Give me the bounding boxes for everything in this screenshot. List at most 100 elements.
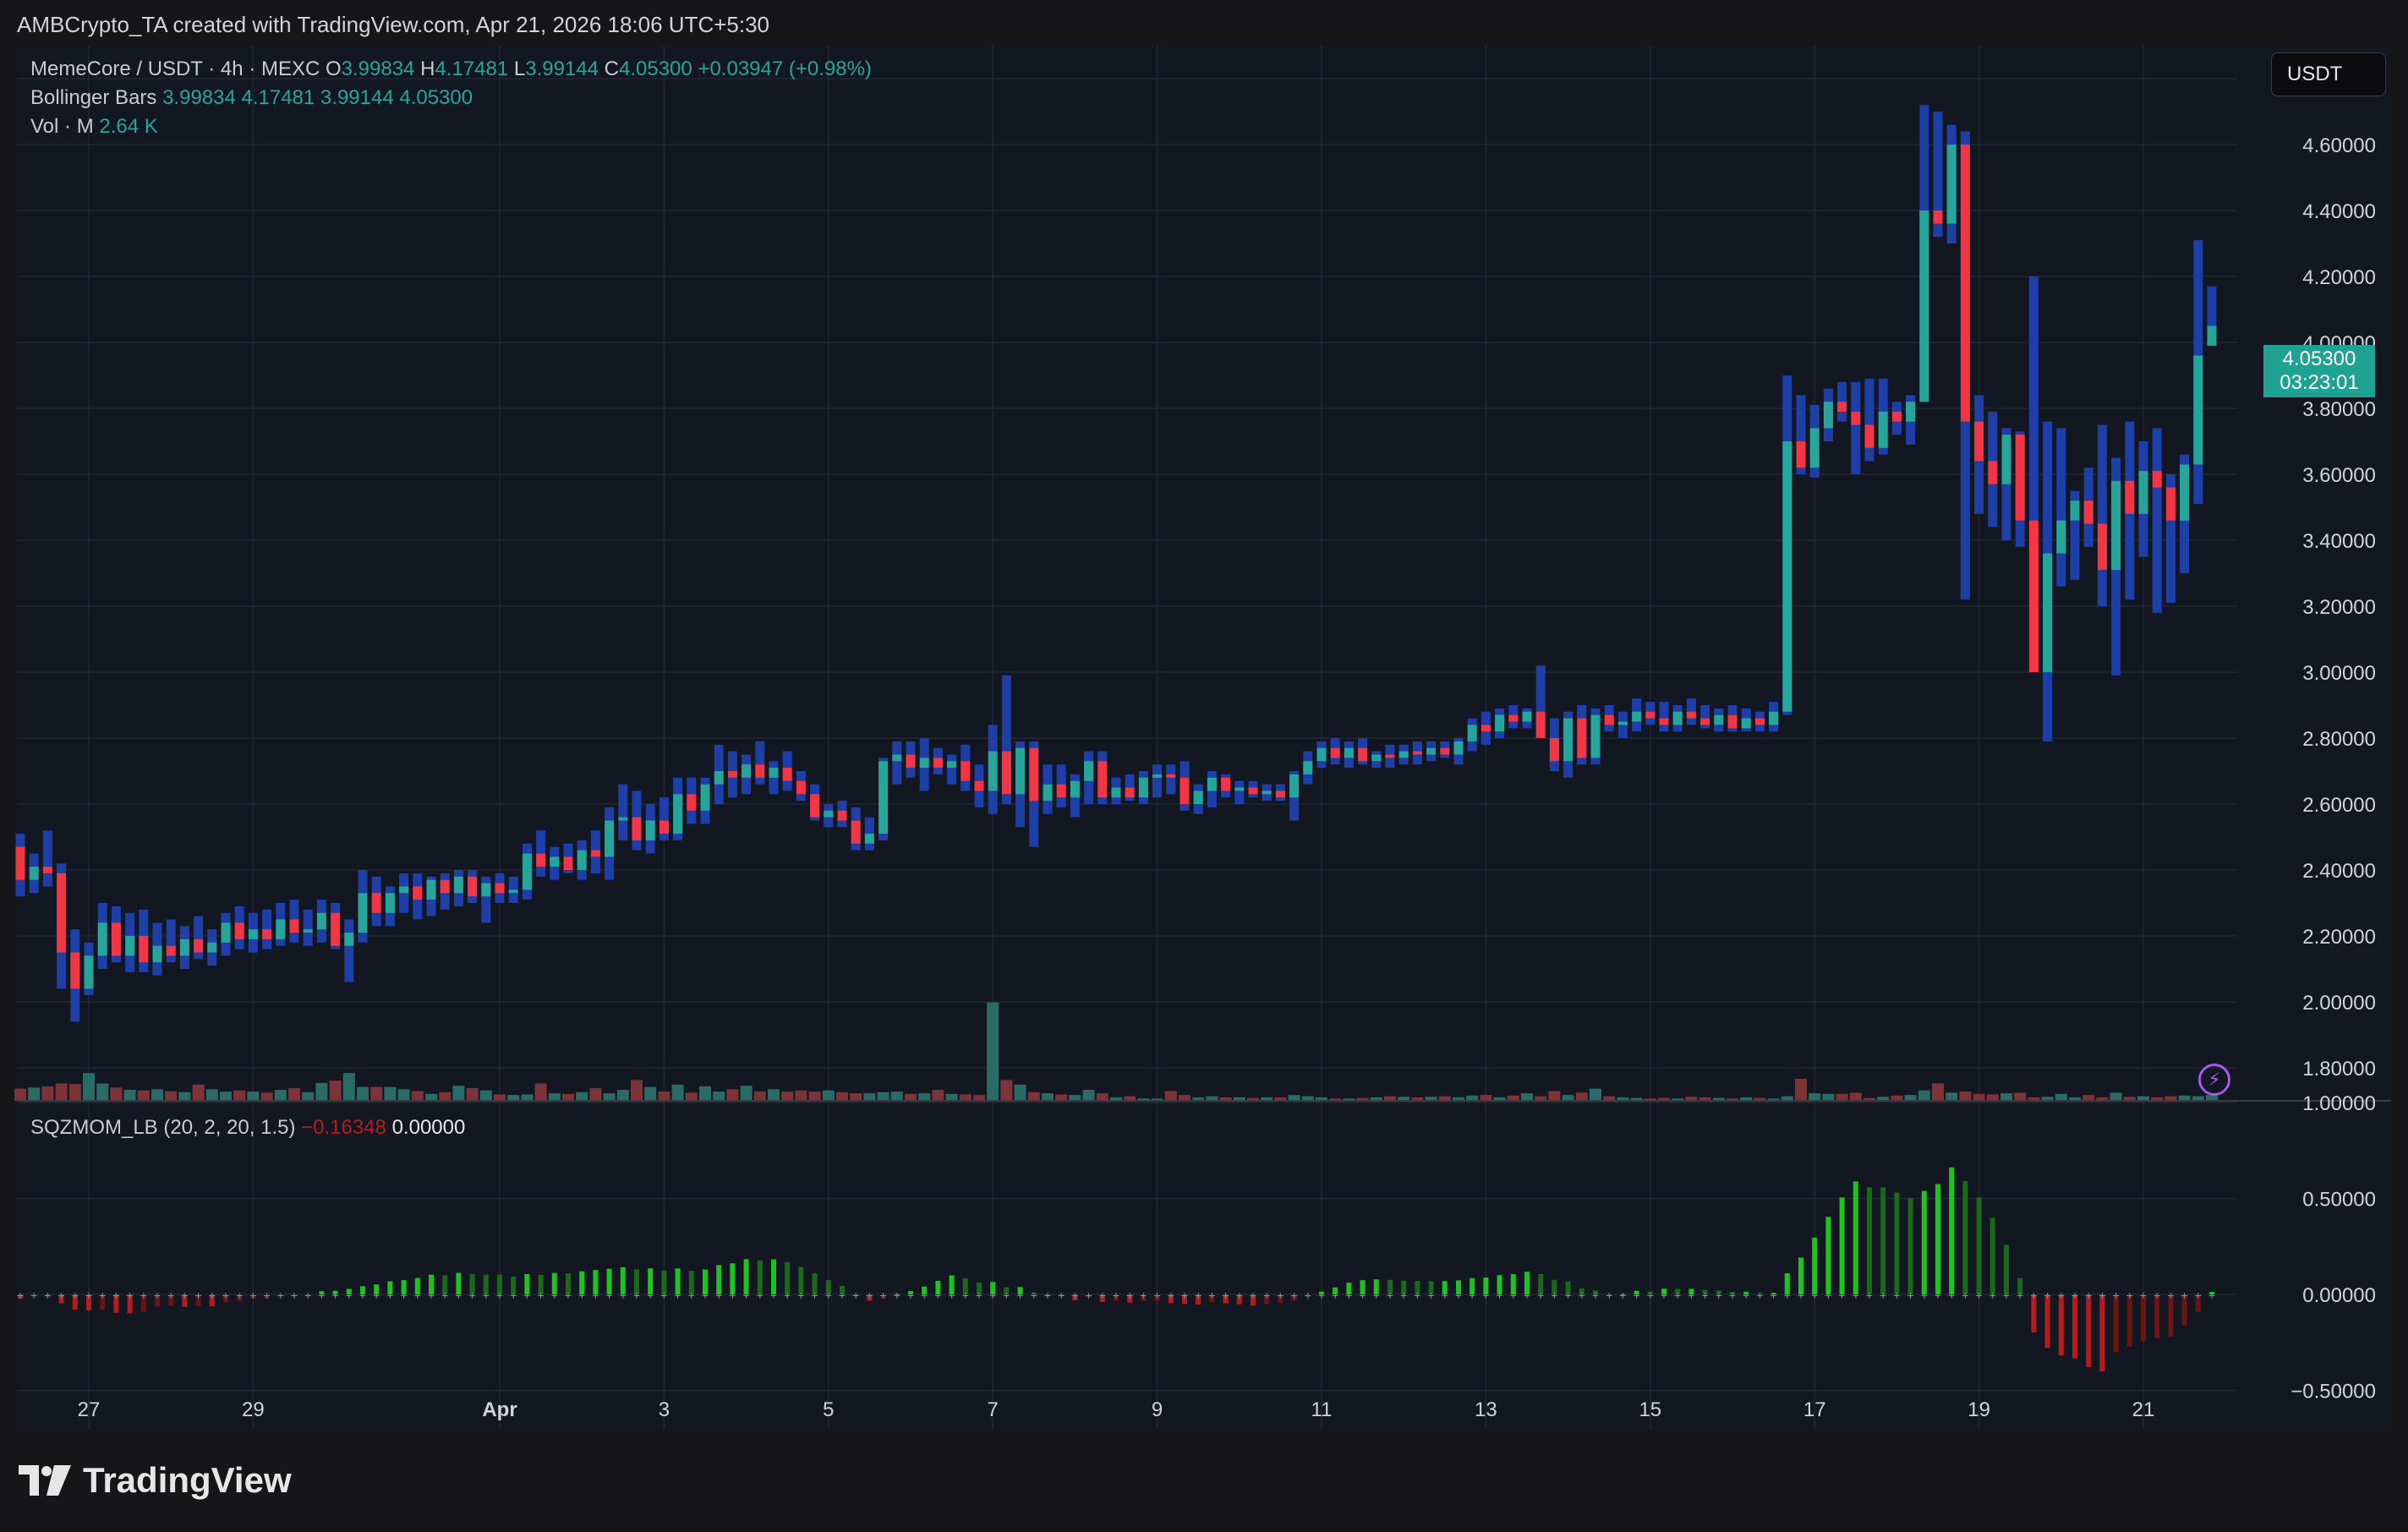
- volume-bar: [1480, 1095, 1492, 1101]
- squeeze-dot: +: [2099, 1289, 2105, 1302]
- volume-bar: [1822, 1093, 1835, 1101]
- volume-bar: [562, 1093, 574, 1101]
- candle-body: [70, 952, 80, 989]
- symbol-title[interactable]: MemeCore / USDT · 4h · MEXC: [30, 57, 320, 80]
- volume-bar: [589, 1087, 602, 1101]
- price-tick: 3.60000: [2302, 464, 2376, 487]
- momentum-bar: [1647, 1291, 1653, 1295]
- candle-body: [221, 922, 231, 943]
- candle-body: [1001, 751, 1011, 795]
- momentum-bar: [1798, 1257, 1803, 1295]
- squeeze-dot: +: [1497, 1289, 1503, 1302]
- volume-bar: [918, 1093, 931, 1101]
- candle-body: [207, 942, 217, 953]
- candle-body: [714, 771, 724, 785]
- volume-bar: [795, 1090, 807, 1101]
- squeeze-dot: +: [729, 1289, 736, 1302]
- volume-bar: [1959, 1092, 1972, 1101]
- squeeze-label[interactable]: SQZMOM_LB (20, 2, 20, 1.5): [30, 1116, 296, 1139]
- momentum-bar: [634, 1269, 639, 1295]
- momentum-bar: [1236, 1294, 1242, 1305]
- lightning-icon[interactable]: ⚡: [2198, 1064, 2230, 1096]
- candle-body: [1563, 718, 1573, 762]
- squeeze-dot: +: [1263, 1289, 1270, 1302]
- candle-body: [2056, 520, 2066, 554]
- momentum-bar: [1661, 1289, 1666, 1295]
- squeeze-dot: +: [1893, 1289, 1900, 1302]
- momentum-bar: [1675, 1289, 1681, 1295]
- candle-body: [1480, 725, 1491, 732]
- squeeze-dot: +: [154, 1289, 161, 1302]
- momentum-axis[interactable]: 1.00000 0.50000 0.00000 −0.50000: [2290, 1092, 2376, 1403]
- candle-body: [1960, 145, 1970, 422]
- volume-bar: [726, 1089, 739, 1101]
- momentum-bar: [757, 1260, 763, 1295]
- momentum-bar: [1072, 1294, 1078, 1300]
- bollinger-legend[interactable]: Bollinger Bars 3.99834 4.17481 3.99144 4…: [30, 86, 473, 110]
- momentum-bar: [264, 1294, 270, 1299]
- squeeze-dot: +: [1126, 1289, 1133, 1302]
- ohlc-legend[interactable]: MemeCore / USDT · 4h · MEXC O3.99834 H4.…: [30, 57, 872, 81]
- volume-bars: [14, 1002, 2218, 1101]
- momentum-bar: [812, 1273, 818, 1295]
- momentum-bar: [332, 1290, 338, 1295]
- candle-body: [139, 936, 149, 963]
- candle-body: [1727, 714, 1738, 729]
- time-axis[interactable]: 27 29 Apr 3 5 7 9 11 13 15 17 19 21: [78, 1398, 2155, 1421]
- tradingview-logo[interactable]: TradingView: [19, 1460, 292, 1501]
- volume-bar: [302, 1092, 315, 1101]
- volume-bar: [1575, 1092, 1588, 1101]
- volume-bar: [1164, 1091, 1177, 1101]
- volume-bar: [1973, 1093, 1985, 1101]
- momentum-bar: [825, 1280, 831, 1295]
- squeeze-dot: +: [1743, 1289, 1749, 1302]
- candle-body: [1440, 747, 1450, 755]
- volume-bar: [603, 1093, 616, 1101]
- momentum-bar: [675, 1268, 681, 1295]
- close-label: C: [604, 57, 619, 80]
- squeeze-dot: +: [715, 1289, 722, 1302]
- momentum-bar: [2058, 1294, 2064, 1356]
- momentum-bar: [469, 1273, 475, 1295]
- momentum-bar: [237, 1294, 243, 1302]
- volume-label[interactable]: Vol · M: [30, 115, 94, 138]
- candle-body: [673, 794, 683, 834]
- squeeze-dot: +: [2113, 1289, 2120, 1302]
- time-tick: 17: [1803, 1398, 1826, 1421]
- momentum-bar: [730, 1263, 736, 1295]
- candle-body: [316, 912, 326, 930]
- squeeze-dot: +: [1373, 1289, 1380, 1302]
- bollinger-label[interactable]: Bollinger Bars: [30, 86, 157, 109]
- candle-body: [1289, 774, 1300, 798]
- currency-button[interactable]: USDT: [2271, 52, 2386, 96]
- candle-body: [1179, 777, 1190, 804]
- candle-body: [371, 893, 381, 913]
- last-price: 4.05300: [2282, 347, 2356, 370]
- volume-bar: [1727, 1098, 1738, 1101]
- volume-bar: [2096, 1097, 2109, 1101]
- volume-bar: [83, 1073, 95, 1101]
- volume-bar: [357, 1086, 369, 1101]
- squeeze-dot: +: [565, 1289, 572, 1302]
- candle-body: [1070, 780, 1080, 798]
- momentum-bar: [1579, 1288, 1584, 1295]
- momentum-bar: [949, 1275, 955, 1295]
- momentum-bar: [579, 1271, 585, 1295]
- candle-range: [1001, 675, 1011, 804]
- squeeze-legend[interactable]: SQZMOM_LB (20, 2, 20, 1.5) −0.16348 0.00…: [30, 1116, 465, 1140]
- squeeze-dot: +: [17, 1289, 24, 1302]
- momentum-bar: [1305, 1294, 1311, 1297]
- volume-bar: [220, 1092, 232, 1101]
- momentum-bar: [1086, 1294, 1092, 1298]
- candle-body: [2165, 487, 2175, 521]
- candle-body: [2043, 553, 2053, 672]
- squeeze-dot: +: [894, 1289, 900, 1302]
- momentum-bar: [593, 1270, 599, 1295]
- candle-body: [1617, 721, 1628, 725]
- squeeze-dot: +: [1181, 1289, 1188, 1302]
- volume-legend[interactable]: Vol · M 2.64 K: [30, 115, 158, 139]
- momentum-bar: [1853, 1181, 1858, 1295]
- squeeze-dot: +: [441, 1289, 448, 1302]
- squeeze-dot: +: [1524, 1289, 1530, 1302]
